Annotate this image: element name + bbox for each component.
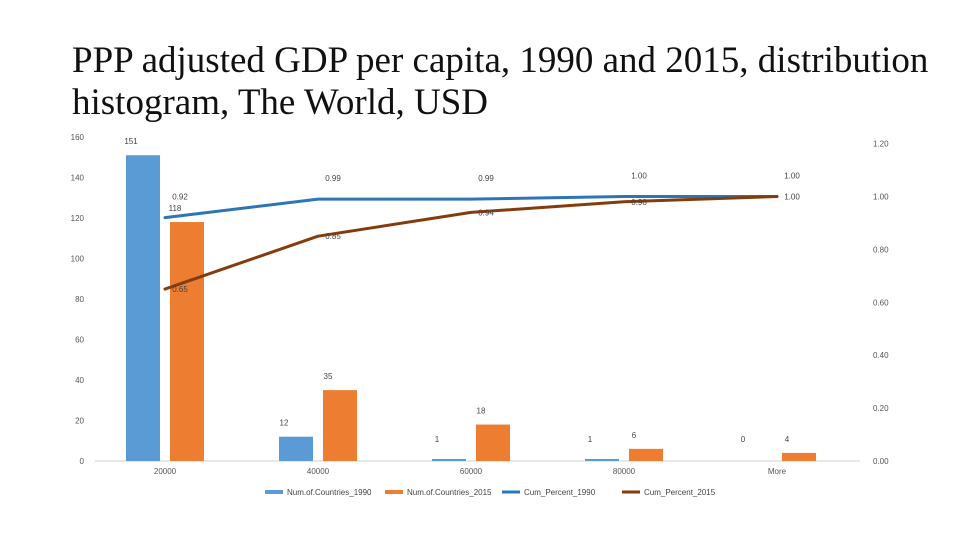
cumulative-line xyxy=(163,195,779,220)
bar-label: 118 xyxy=(169,204,182,213)
left-axis-tick: 40 xyxy=(75,376,84,385)
right-axis-tick: 1.20 xyxy=(873,140,889,149)
left-axis-tick: 20 xyxy=(75,417,84,426)
bar xyxy=(323,390,357,461)
bar-label: 6 xyxy=(632,431,637,440)
line-label: 1.00 xyxy=(784,172,800,181)
left-axis-tick: 60 xyxy=(75,336,84,345)
line-label: 0.99 xyxy=(478,174,494,183)
bar-label: 1 xyxy=(588,435,593,444)
line-label: 0.65 xyxy=(172,285,188,294)
line-label: 0.99 xyxy=(325,174,341,183)
line-label: 0.85 xyxy=(325,232,341,241)
right-axis-tick: 0.40 xyxy=(873,351,889,360)
right-axis-tick: 0.80 xyxy=(873,245,889,254)
legend-label: Num.of.Countries_1990 xyxy=(287,488,372,497)
legend-swatch xyxy=(265,490,283,494)
bar xyxy=(432,458,466,461)
bar xyxy=(782,452,816,461)
left-axis-tick: 100 xyxy=(71,255,85,264)
legend-label: Cum_Percent_1990 xyxy=(524,488,596,497)
x-axis-tick: 40000 xyxy=(307,467,330,476)
legend-label: Num.of.Countries_2015 xyxy=(407,488,492,497)
left-axis-tick: 160 xyxy=(71,133,85,142)
bar-label: 35 xyxy=(324,372,333,381)
left-axis-tick: 0 xyxy=(80,457,85,466)
bar-label: 12 xyxy=(280,419,289,428)
right-axis-tick: 1.00 xyxy=(873,193,889,202)
bar-label: 18 xyxy=(477,407,486,416)
bar-label: 4 xyxy=(785,435,790,444)
bar-label: 1 xyxy=(435,435,440,444)
legend-swatch xyxy=(385,490,403,494)
chart-title: PPP adjusted GDP per capita, 1990 and 20… xyxy=(72,40,929,123)
legend-label: Cum_Percent_2015 xyxy=(644,488,716,497)
x-axis-tick: 60000 xyxy=(460,467,483,476)
left-axis-tick: 120 xyxy=(71,214,85,223)
line-label: 1.00 xyxy=(784,193,800,202)
bar xyxy=(126,155,160,461)
line-label: 0.98 xyxy=(631,198,647,207)
bar-label: 151 xyxy=(124,137,138,146)
cumulative-line xyxy=(163,195,779,291)
left-axis-tick: 80 xyxy=(75,295,84,304)
x-axis-tick: More xyxy=(768,467,787,476)
left-axis-tick: 140 xyxy=(71,174,85,183)
right-axis-tick: 0.00 xyxy=(873,457,889,466)
bar xyxy=(585,458,619,461)
line-label: 1.00 xyxy=(631,172,647,181)
bar xyxy=(279,436,313,461)
right-axis-tick: 0.60 xyxy=(873,298,889,307)
bar xyxy=(476,424,510,461)
x-axis-tick: 20000 xyxy=(154,467,177,476)
bar xyxy=(629,448,663,461)
x-axis-tick: 80000 xyxy=(613,467,636,476)
bar xyxy=(170,222,204,461)
right-axis-tick: 0.20 xyxy=(873,404,889,413)
bar-label: 0 xyxy=(741,435,746,444)
line-label: 0.94 xyxy=(478,208,494,217)
line-label: 0.92 xyxy=(172,193,188,202)
